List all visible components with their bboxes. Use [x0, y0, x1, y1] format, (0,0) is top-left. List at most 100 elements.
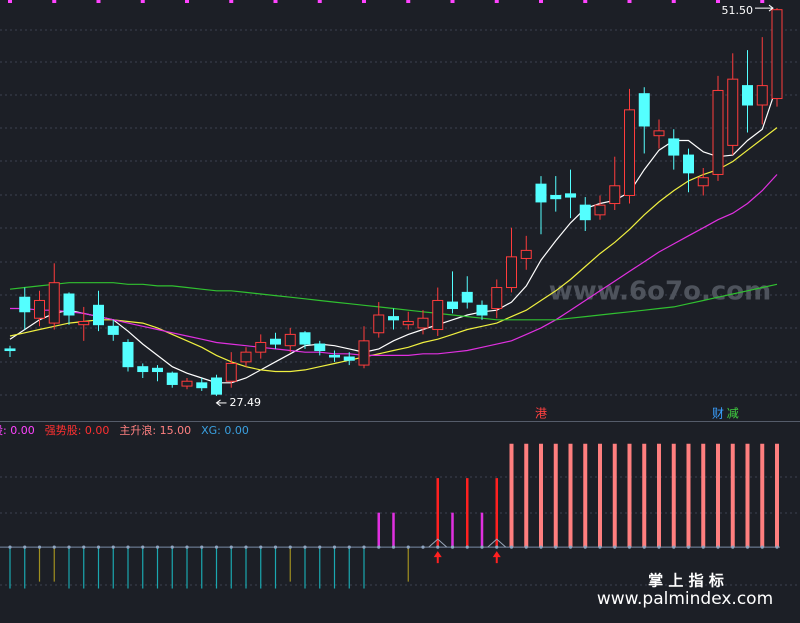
legend-entry: 强势股: 0.00: [45, 424, 110, 437]
baseline-dot: [8, 545, 12, 549]
baseline-dot: [672, 545, 676, 549]
candle-body: [196, 382, 208, 389]
baseline-dot: [613, 545, 617, 549]
candle-body: [550, 194, 562, 200]
baseline-dot: [96, 545, 101, 549]
candle-body: [107, 325, 119, 335]
baseline-dot: [318, 545, 322, 549]
baseline-dot: [141, 545, 145, 549]
high-label: 51.50: [722, 4, 754, 17]
candle-body: [756, 85, 768, 106]
candle-body: [742, 85, 753, 106]
top-marker: [716, 0, 720, 3]
top-marker: [406, 0, 411, 3]
baseline-dot: [377, 545, 381, 549]
candle-body: [152, 367, 163, 373]
candle-body: [476, 304, 488, 316]
signal-arrow-head: [433, 551, 442, 558]
candle-body: [668, 138, 680, 156]
baseline-dot: [52, 545, 56, 549]
baseline-dot: [480, 545, 484, 549]
candle-body: [417, 317, 429, 329]
candle-body: [137, 366, 149, 373]
baseline-dot: [524, 545, 528, 549]
candle-body: [491, 287, 503, 310]
candle-body: [284, 333, 296, 347]
baseline-dot: [214, 545, 219, 549]
baseline-dot: [568, 545, 573, 549]
baseline-dot: [23, 545, 27, 549]
top-marker: [671, 0, 676, 3]
baseline-dot: [509, 545, 514, 549]
baseline-dot: [745, 545, 750, 549]
candle-body: [535, 183, 547, 203]
top-marker: [229, 0, 234, 3]
top-marker: [539, 0, 543, 3]
top-marker: [8, 0, 12, 3]
chevron: [428, 538, 448, 548]
candle-body: [4, 348, 16, 352]
candle-body: [63, 293, 75, 316]
candle-body: [373, 314, 385, 334]
baseline-dot: [450, 545, 455, 549]
top-marker: [450, 0, 455, 3]
candle-body: [712, 89, 724, 175]
candle-body: [19, 296, 31, 313]
baseline-dot: [273, 545, 278, 549]
candle-body: [78, 320, 90, 326]
candle-body: [771, 9, 783, 100]
candle-body: [638, 93, 650, 127]
baseline-dot: [82, 545, 86, 549]
high-arrow-head: [768, 4, 774, 12]
top-marker: [760, 0, 765, 3]
candle-body: [579, 204, 591, 221]
candle-body: [447, 301, 458, 310]
baseline-dot: [731, 545, 735, 549]
baseline-dot: [332, 545, 337, 549]
top-marker: [362, 0, 366, 3]
candle-body: [34, 299, 45, 319]
baseline-dot: [362, 545, 366, 549]
signal-arrow-head: [492, 551, 501, 558]
candle-body: [683, 154, 694, 174]
candle-body: [565, 193, 576, 198]
baseline-dot: [229, 545, 233, 549]
legend-entry: XG: 0.00: [201, 424, 249, 437]
candle-body: [402, 320, 414, 326]
candle-body: [609, 185, 621, 205]
ma-line: [9, 282, 778, 321]
baseline-dot: [259, 545, 263, 549]
ma-line: [9, 127, 778, 373]
candle-body: [270, 338, 281, 345]
chevron: [487, 538, 507, 548]
top-marker: [96, 0, 101, 3]
candle-body: [93, 304, 104, 326]
baseline-dot: [155, 545, 160, 549]
baseline-dot: [775, 545, 779, 549]
baseline-dot: [170, 545, 174, 549]
baseline-dot: [716, 545, 720, 549]
candle-body: [225, 362, 237, 382]
top-marker: [494, 0, 499, 3]
baseline-dot: [185, 545, 189, 549]
candle-body: [211, 377, 222, 395]
event-label: 港: [535, 407, 547, 421]
candle-body: [48, 282, 60, 324]
candle-body: [358, 340, 370, 366]
candle-body: [697, 177, 709, 187]
top-marker: [627, 0, 632, 3]
baseline-dot: [406, 545, 410, 549]
baseline-dot: [701, 545, 705, 549]
baseline-dot: [760, 545, 764, 549]
baseline-dot: [495, 545, 499, 549]
footer-url: www.palmindex.com: [597, 589, 773, 609]
candle-body: [240, 351, 252, 363]
candle-body: [506, 256, 517, 289]
candle-body: [343, 356, 355, 361]
top-marker: [583, 0, 588, 3]
baseline-dot: [657, 545, 661, 549]
candle-body: [594, 204, 606, 216]
baseline-dot: [347, 545, 351, 549]
